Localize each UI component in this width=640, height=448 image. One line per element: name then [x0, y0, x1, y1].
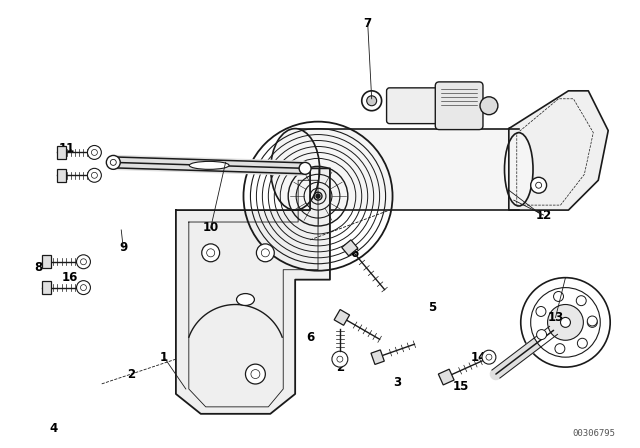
Text: 00306795: 00306795 — [572, 429, 615, 438]
Text: 16: 16 — [61, 271, 77, 284]
Bar — [57, 169, 65, 182]
FancyBboxPatch shape — [295, 129, 519, 210]
Circle shape — [257, 244, 275, 262]
Text: 5: 5 — [428, 301, 436, 314]
Circle shape — [521, 278, 610, 367]
Text: 9: 9 — [119, 241, 127, 254]
Circle shape — [482, 350, 496, 364]
Circle shape — [536, 330, 547, 340]
Polygon shape — [438, 369, 454, 385]
Circle shape — [92, 150, 97, 155]
Circle shape — [531, 177, 547, 193]
Ellipse shape — [504, 133, 533, 206]
Text: 6: 6 — [351, 247, 359, 260]
Circle shape — [486, 354, 492, 360]
Circle shape — [77, 255, 90, 269]
Text: 15: 15 — [453, 380, 469, 393]
Text: 7: 7 — [364, 17, 372, 30]
Circle shape — [554, 292, 563, 302]
Circle shape — [577, 338, 588, 348]
FancyBboxPatch shape — [435, 82, 483, 129]
Circle shape — [337, 356, 343, 362]
Text: 4: 4 — [49, 422, 58, 435]
Circle shape — [299, 162, 311, 174]
Text: 3: 3 — [394, 375, 401, 388]
Circle shape — [588, 316, 597, 326]
Polygon shape — [334, 310, 349, 325]
Bar — [42, 255, 51, 268]
Text: 2: 2 — [127, 367, 135, 380]
Circle shape — [207, 249, 214, 257]
Circle shape — [480, 97, 498, 115]
Text: 13: 13 — [547, 311, 564, 324]
Circle shape — [106, 155, 120, 169]
Circle shape — [548, 305, 583, 340]
Circle shape — [81, 284, 86, 291]
Circle shape — [81, 259, 86, 265]
Circle shape — [202, 244, 220, 262]
Polygon shape — [342, 240, 358, 256]
Polygon shape — [176, 168, 330, 414]
Circle shape — [536, 182, 541, 188]
Circle shape — [561, 318, 570, 327]
FancyBboxPatch shape — [387, 88, 442, 124]
Circle shape — [88, 146, 101, 159]
Polygon shape — [509, 91, 608, 210]
Bar — [42, 281, 51, 294]
Text: 12: 12 — [536, 209, 552, 222]
Text: 6: 6 — [306, 331, 314, 344]
Circle shape — [555, 344, 565, 353]
Text: 10: 10 — [202, 221, 219, 234]
Circle shape — [332, 351, 348, 367]
Text: 8: 8 — [35, 261, 43, 274]
Circle shape — [251, 370, 260, 379]
Text: 1: 1 — [160, 351, 168, 364]
Circle shape — [531, 288, 600, 357]
Circle shape — [261, 249, 269, 257]
Circle shape — [246, 364, 266, 384]
Circle shape — [77, 280, 90, 294]
Text: 11: 11 — [58, 142, 75, 155]
Circle shape — [88, 168, 101, 182]
Text: 14: 14 — [471, 351, 487, 364]
Text: 2: 2 — [336, 361, 344, 374]
Circle shape — [316, 194, 320, 198]
Ellipse shape — [271, 129, 319, 210]
Circle shape — [92, 172, 97, 178]
Polygon shape — [371, 350, 384, 364]
Circle shape — [588, 318, 597, 327]
Circle shape — [536, 306, 546, 316]
Ellipse shape — [237, 293, 255, 306]
Bar — [57, 146, 65, 159]
Circle shape — [362, 91, 381, 111]
Circle shape — [110, 159, 116, 165]
Circle shape — [576, 296, 586, 306]
Circle shape — [367, 96, 377, 106]
Ellipse shape — [189, 161, 229, 169]
